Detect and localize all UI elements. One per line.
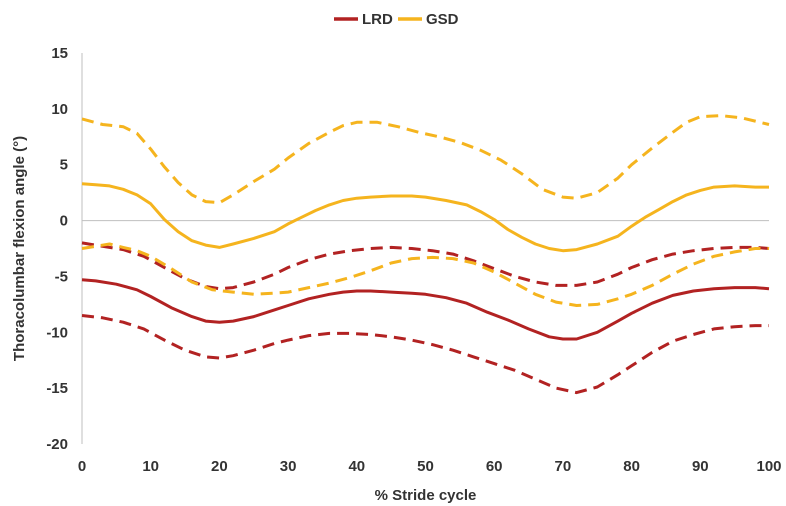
x-tick-label: 100 [756, 458, 781, 475]
series-gsd-lower-line [81, 242, 769, 307]
x-tick-label: 0 [78, 458, 86, 475]
y-tick-label: -20 [46, 436, 68, 453]
y-tick-label: 5 [60, 157, 68, 174]
x-tick-label: 50 [417, 458, 434, 475]
y-axis-title: Thoracolumbar flexion angle (°) [11, 136, 28, 361]
series-lrd-mean-line [81, 278, 770, 341]
x-axis-title: % Stride cycle [375, 487, 477, 504]
x-tick-label: 10 [142, 458, 159, 475]
axes: -20 -15 -10 -5 0 5 10 15 0 10 20 30 40 50 60 70 80 90 100 [46, 45, 781, 475]
series-gsd-upper-line [81, 114, 770, 205]
x-tick-label: 20 [211, 458, 228, 475]
y-tick-label: -15 [46, 380, 68, 397]
legend-label-lrd: LRD [362, 11, 393, 28]
x-tick-label: 90 [692, 458, 709, 475]
series-lrd-upper-line [81, 241, 770, 291]
x-tick-label: 30 [280, 458, 297, 475]
legend: LRD GSD [334, 11, 459, 28]
y-tick-label: 10 [51, 101, 68, 118]
series-layer [81, 114, 770, 395]
x-tick-label: 80 [623, 458, 640, 475]
y-tick-label: 15 [51, 45, 68, 62]
legend-label-gsd: GSD [426, 11, 459, 28]
series-lrd-lower-line [81, 314, 769, 395]
y-tick-label: 0 [60, 213, 68, 230]
series-gsd-mean-line [81, 182, 769, 253]
y-tick-label: -10 [46, 324, 68, 341]
x-tick-label: 40 [348, 458, 365, 475]
y-tick-label: -5 [55, 268, 68, 285]
x-tick-label: 70 [555, 458, 572, 475]
x-tick-label: 60 [486, 458, 503, 475]
